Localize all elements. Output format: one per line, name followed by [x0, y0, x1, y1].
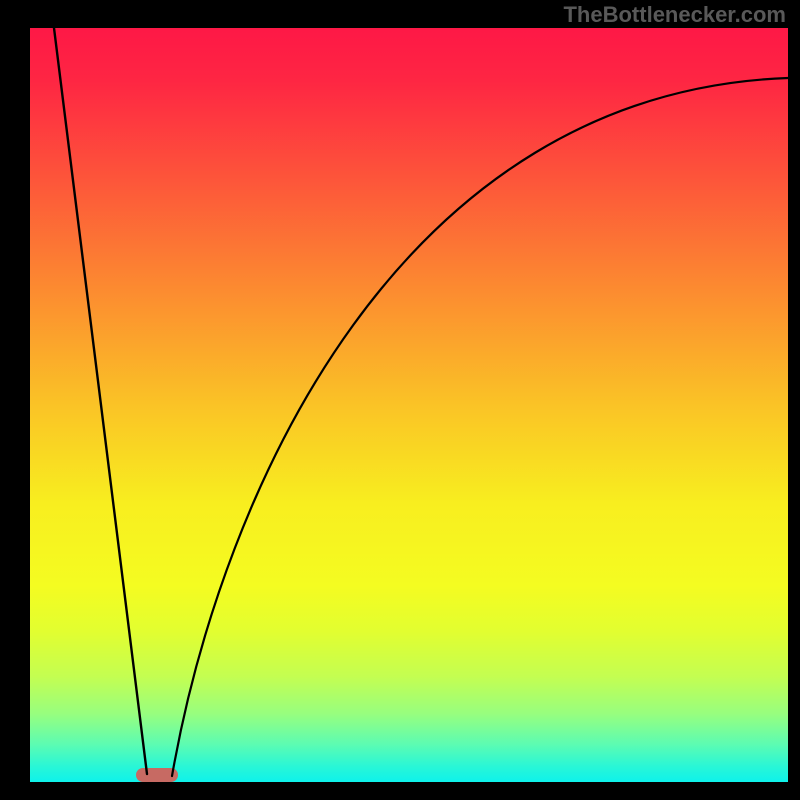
plot-area [30, 28, 788, 782]
right-ascending-curve [172, 78, 788, 776]
left-descending-line [54, 28, 147, 774]
chart-frame: TheBottlenecker.com [0, 0, 800, 800]
plot-svg [30, 28, 788, 782]
watermark-text: TheBottlenecker.com [563, 2, 786, 28]
